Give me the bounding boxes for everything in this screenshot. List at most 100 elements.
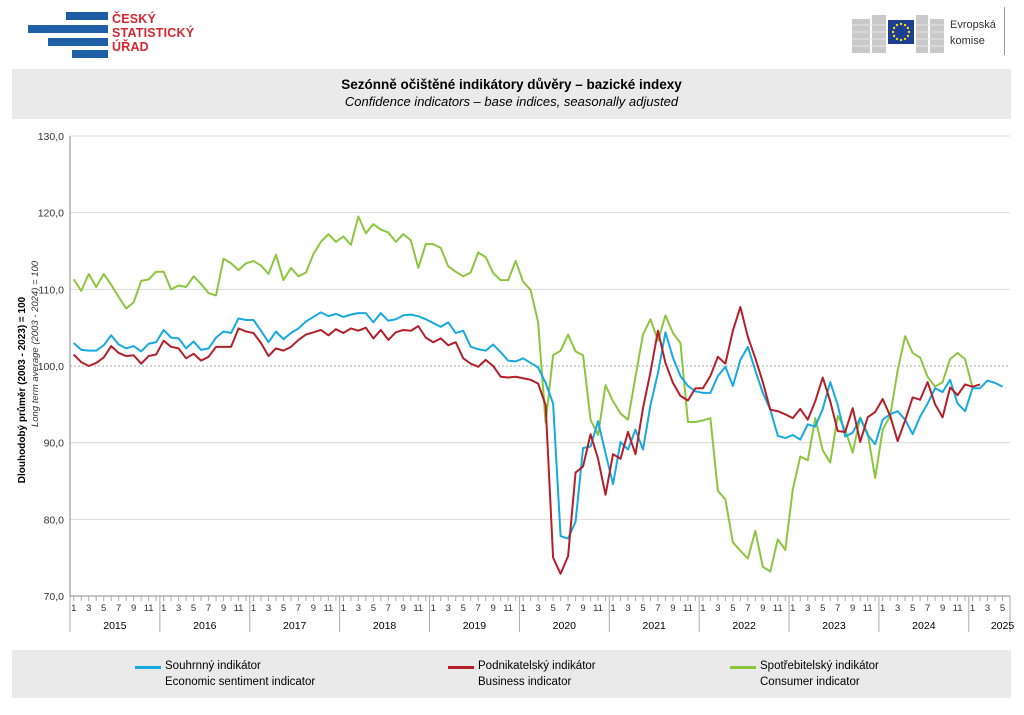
month-tick-label: 5 (461, 603, 466, 614)
month-tick-label: 9 (670, 603, 675, 614)
month-tick-label: 5 (550, 603, 555, 614)
month-tick-label: 7 (655, 603, 660, 614)
month-tick-label: 1 (790, 603, 795, 614)
year-label: 2017 (283, 620, 307, 632)
year-label: 2019 (463, 620, 487, 632)
month-tick-label: 7 (386, 603, 391, 614)
month-tick-label: 3 (446, 603, 451, 614)
month-tick-label: 3 (805, 603, 810, 614)
month-tick-label: 5 (281, 603, 286, 614)
month-tick-label: 1 (341, 603, 346, 614)
month-tick-label: 11 (593, 603, 603, 614)
ec-logo-text: Evropská komise (950, 19, 996, 47)
y-axis-label-alt: Long term average (2003 - 2024) = 100 (30, 260, 41, 427)
series-line-economic (73, 311, 1003, 540)
legend-swatch-business (448, 666, 474, 669)
eu-star (907, 30, 911, 34)
month-tick-label: 11 (683, 603, 693, 614)
legend-label-economic-en: Economic sentiment indicator (165, 676, 316, 688)
month-tick-label: 5 (910, 603, 915, 614)
y-tick-label: 70,0 (44, 591, 65, 603)
month-tick-label: 7 (925, 603, 930, 614)
month-tick-label: 1 (251, 603, 256, 614)
month-tick-label: 5 (640, 603, 645, 614)
year-label: 2025 (991, 620, 1015, 632)
eu-star (895, 37, 899, 41)
legend: Souhrnný indikátor Economic sentiment in… (12, 650, 1011, 698)
month-tick-label: 1 (610, 603, 615, 614)
month-tick-label: 5 (820, 603, 825, 614)
year-label: 2018 (373, 620, 397, 632)
month-tick-label: 5 (1000, 603, 1005, 614)
chart-title-bar: Sezónně očištěné indikátory důvěry – baz… (12, 69, 1011, 119)
month-tick-label: 3 (895, 603, 900, 614)
month-tick-label: 11 (863, 603, 873, 614)
month-tick-label: 5 (371, 603, 376, 614)
legend-swatch-economic (135, 666, 161, 669)
legend-label-economic: Souhrnný indikátor (165, 660, 261, 672)
year-label: 2021 (643, 620, 667, 632)
legend-label-business-en: Business indicator (478, 676, 572, 688)
ec-emblem-icon (852, 15, 944, 53)
year-label: 2015 (103, 620, 127, 632)
month-tick-label: 9 (940, 603, 945, 614)
month-tick-label: 5 (191, 603, 196, 614)
y-tick-label: 110,0 (39, 284, 65, 296)
y-axis-label: Dlouhodobý průměr (2003 - 2023) = 100 (16, 296, 28, 483)
eu-star (899, 38, 903, 42)
year-label: 2024 (912, 620, 936, 632)
month-tick-label: 9 (401, 603, 406, 614)
month-tick-label: 7 (745, 603, 750, 614)
month-tick-label: 11 (323, 603, 333, 614)
month-tick-label: 11 (773, 603, 783, 614)
month-tick-label: 3 (625, 603, 630, 614)
month-tick-label: 3 (176, 603, 181, 614)
year-label: 2023 (822, 620, 846, 632)
series-line-business (73, 305, 981, 575)
month-tick-label: 7 (116, 603, 121, 614)
eu-star (895, 23, 899, 27)
month-tick-label: 3 (356, 603, 361, 614)
month-tick-label: 9 (760, 603, 765, 614)
line-chart: 70,0 80,0 90,0 100,0 110,0 120,0 130,0 Dlouhodo… (16, 131, 1015, 632)
csu-logo: ČESKÝ STATISTICKÝ ÚŘAD (28, 12, 208, 58)
year-label: 2022 (732, 620, 756, 632)
month-tick-label: 1 (520, 603, 525, 614)
month-tick-label: 11 (144, 603, 154, 614)
month-tick-label: 11 (413, 603, 423, 614)
legend-label-consumer: Spotřebitelský indikátor (760, 660, 879, 672)
month-tick-label: 9 (221, 603, 226, 614)
eu-star (903, 37, 907, 41)
month-tick-label: 9 (850, 603, 855, 614)
month-tick-label: 11 (234, 603, 244, 614)
y-tick-label: 90,0 (44, 438, 65, 450)
month-tick-label: 11 (503, 603, 513, 614)
y-tick-label: 130,0 (38, 131, 64, 143)
y-tick-label: 100,0 (38, 361, 64, 373)
month-tick-label: 1 (431, 603, 436, 614)
eu-star (906, 26, 910, 30)
month-tick-label: 9 (131, 603, 136, 614)
legend-swatch-consumer (730, 666, 756, 669)
series-line-consumer (72, 215, 974, 573)
month-tick-label: 1 (970, 603, 975, 614)
eu-star (899, 22, 903, 26)
month-tick-label: 9 (580, 603, 585, 614)
month-tick-label: 7 (835, 603, 840, 614)
eu-star (892, 26, 896, 30)
eu-star (906, 34, 910, 38)
month-tick-label: 5 (101, 603, 106, 614)
y-tick-label: 80,0 (44, 514, 65, 526)
year-label: 2020 (553, 620, 577, 632)
legend-label-business: Podnikatelský indikátor (478, 660, 596, 672)
month-tick-label: 3 (266, 603, 271, 614)
month-tick-label: 1 (880, 603, 885, 614)
legend-label-consumer-en: Consumer indicator (760, 676, 860, 688)
month-tick-label: 7 (476, 603, 481, 614)
year-label: 2016 (193, 620, 217, 632)
y-tick-label: 120,0 (38, 208, 64, 220)
european-commission-logo: Evropská komise (850, 5, 1015, 57)
chart-title: Sezónně očištěné indikátory důvěry – baz… (341, 77, 682, 92)
month-tick-label: 3 (985, 603, 990, 614)
month-tick-label: 3 (535, 603, 540, 614)
